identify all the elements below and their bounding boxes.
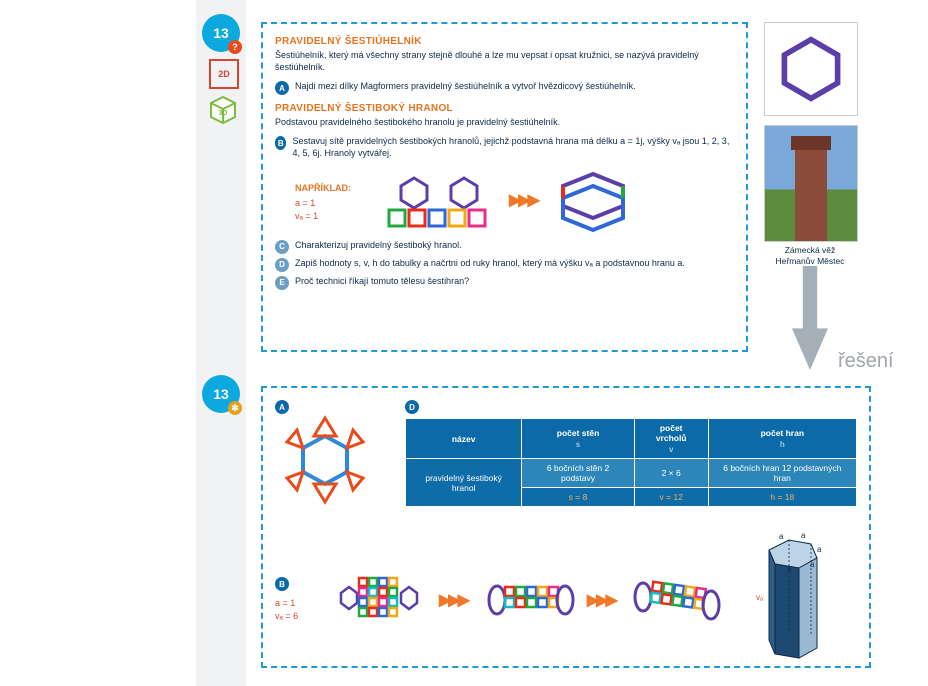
td-total-h: h = 18 xyxy=(708,488,856,507)
exercise-badge-top: 13 xyxy=(202,14,240,52)
exercise-badge-bottom: 13 xyxy=(202,375,240,413)
sol-b-v: vₐ = 6 xyxy=(275,611,298,621)
solution-label: řešení xyxy=(838,350,894,373)
svg-text:a: a xyxy=(817,545,822,554)
example-prism-img xyxy=(543,166,643,234)
bullet-a: A xyxy=(275,81,289,95)
th-name: název xyxy=(406,419,522,459)
arrow-icon: ▶▶▶ xyxy=(439,590,467,610)
hexagon-thumbnail xyxy=(764,22,858,116)
td-edges: 6 bočních hran 12 podstavných hran xyxy=(708,459,856,488)
arrow-icon: ▶▶▶ xyxy=(509,190,537,210)
task-d: Zapiš hodnoty s, v, h do tabulky a načrt… xyxy=(295,258,685,270)
task-c: Charakterizuj pravidelný šestiboký hrano… xyxy=(295,240,462,252)
sol-bullet-b: B xyxy=(275,577,289,591)
example-net-img xyxy=(379,166,499,234)
svg-text:a: a xyxy=(810,560,815,569)
th-verts: počet vrcholův xyxy=(634,419,708,459)
arrow-icon: ▶▶▶ xyxy=(587,590,615,610)
td-total-v: v = 12 xyxy=(634,488,708,507)
sol-bullet-a: A xyxy=(275,400,289,414)
svg-text:3D: 3D xyxy=(219,110,228,117)
3d-icon: 3D xyxy=(207,94,239,126)
th-edges: počet hranh xyxy=(708,419,856,459)
task-b: Sestavuj sítě pravidelných šestibokých h… xyxy=(292,136,734,159)
prism-def: Podstavou pravidelného šestibokého hrano… xyxy=(275,116,734,128)
heading-prism: PRAVIDELNÝ ŠESTIBOKÝ HRANOL xyxy=(275,103,734,114)
task-e: Proč technici říkají tomuto tělesu šesti… xyxy=(295,276,469,288)
solution-panel: A D název počet stěns počet vrcholův poč… xyxy=(261,386,871,668)
example-a: a = 1 xyxy=(295,198,315,208)
td-verts: 2 × 6 xyxy=(634,459,708,488)
tower-thumbnail xyxy=(764,125,858,242)
bullet-e: E xyxy=(275,276,289,290)
down-arrow xyxy=(792,266,828,370)
solution-table: název počet stěns počet vrcholův počet h… xyxy=(405,418,857,507)
example-v: vₐ = 1 xyxy=(295,211,318,221)
td-label: pravidelný šestiboký hranol xyxy=(406,459,522,507)
svg-text:vₐ: vₐ xyxy=(756,593,764,602)
td-walls: 6 bočních stěn 2 podstavy xyxy=(522,459,634,488)
svg-text:a: a xyxy=(787,565,792,574)
rolled-image-2 xyxy=(625,575,725,625)
task-a: Najdi mezi dílky Magformers pravidelný š… xyxy=(295,81,636,93)
bullet-d: D xyxy=(275,258,289,272)
rolled-image-1 xyxy=(477,575,577,625)
example-label: NAPŘÍKLAD: xyxy=(295,183,375,193)
sol-bullet-d: D xyxy=(405,400,419,414)
2d-icon: 2D xyxy=(209,59,239,89)
star-hexagon xyxy=(275,414,375,514)
svg-text:a: a xyxy=(779,532,784,541)
exercise-panel: PRAVIDELNÝ ŠESTIÚHELNÍK Šestiúhelník, kt… xyxy=(261,22,748,352)
tower-caption: Zámecká věž Heřmanův Městec xyxy=(764,245,856,266)
prism-sketch: a a a a a vₐ xyxy=(749,530,829,670)
net-image xyxy=(329,573,429,628)
hexagon-def: Šestiúhelník, který má všechny strany st… xyxy=(275,49,734,73)
th-walls: počet stěns xyxy=(522,419,634,459)
heading-hexagon: PRAVIDELNÝ ŠESTIÚHELNÍK xyxy=(275,36,734,47)
svg-text:a: a xyxy=(801,531,806,540)
td-total-s: s = 8 xyxy=(522,488,634,507)
sol-b-a: a = 1 xyxy=(275,598,295,608)
bullet-c: C xyxy=(275,240,289,254)
bullet-b: B xyxy=(275,136,286,150)
